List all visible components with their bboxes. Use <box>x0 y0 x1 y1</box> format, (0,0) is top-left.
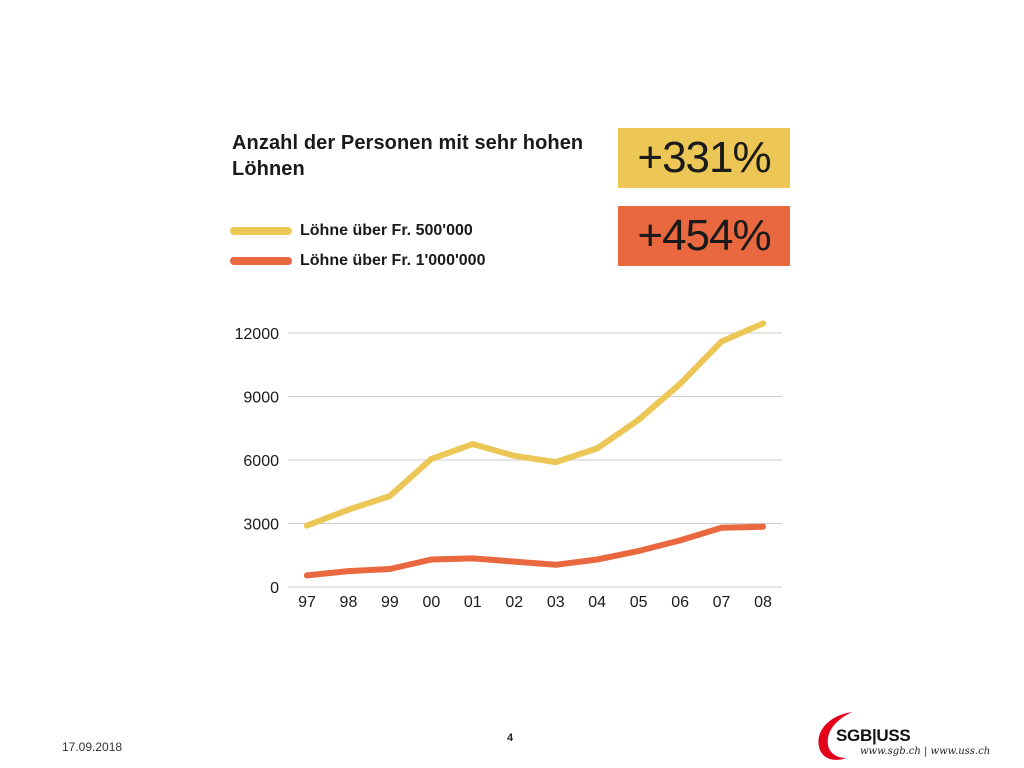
logo-url: www.sgb.ch | www.uss.ch <box>860 746 991 757</box>
legend-item-500k: Löhne über Fr. 500'000 <box>230 216 485 246</box>
y-tick-label: 12000 <box>235 326 280 343</box>
data-point <box>386 566 393 573</box>
data-point <box>594 445 601 452</box>
growth-badge-1m: +454% <box>618 206 790 266</box>
page-number: 4 <box>507 732 514 744</box>
data-point <box>511 452 518 459</box>
data-point <box>345 506 352 513</box>
x-tick-label: 01 <box>464 594 482 611</box>
x-tick-label: 07 <box>713 594 731 611</box>
data-point <box>304 572 310 579</box>
logo-swoosh-icon <box>818 712 852 760</box>
x-tick-label: 97 <box>298 594 316 611</box>
x-tick-label: 99 <box>381 594 399 611</box>
series-line-500k <box>304 320 766 529</box>
legend-item-1m: Löhne über Fr. 1'000'000 <box>230 246 485 276</box>
y-tick-label: 0 <box>270 580 279 597</box>
sgb-uss-logo: SGB|USS www.sgb.ch | www.uss.ch <box>812 706 990 764</box>
y-tick-label: 6000 <box>243 453 279 470</box>
data-point <box>718 524 725 531</box>
data-point <box>760 523 766 530</box>
data-point <box>677 537 684 544</box>
y-tick-label: 9000 <box>243 390 279 407</box>
data-point <box>428 556 435 563</box>
legend-label-1m: Löhne über Fr. 1'000'000 <box>300 252 486 269</box>
data-point <box>386 492 393 499</box>
growth-badge-500k: +331% <box>618 128 790 188</box>
legend-swatch-1m <box>230 257 292 265</box>
data-point <box>635 416 642 423</box>
data-point <box>594 556 601 563</box>
data-point <box>760 320 766 327</box>
x-tick-label: 04 <box>588 594 606 611</box>
legend-swatch-500k <box>230 227 292 235</box>
chart-legend: Löhne über Fr. 500'000 Löhne über Fr. 1'… <box>230 216 485 276</box>
y-tick-label: 3000 <box>243 517 279 534</box>
x-tick-label: 00 <box>422 594 440 611</box>
footer-date: 17.09.2018 <box>62 740 123 754</box>
x-tick-label: 98 <box>340 594 358 611</box>
data-point <box>469 555 476 562</box>
chart-title: Anzahl der Personen mit sehr hohen Löhne… <box>232 132 584 180</box>
data-point <box>511 558 518 565</box>
x-tick-label: 08 <box>754 594 772 611</box>
data-point <box>718 338 725 345</box>
legend-label-500k: Löhne über Fr. 500'000 <box>300 222 473 239</box>
x-tick-label: 02 <box>505 594 523 611</box>
series-line-1m <box>304 523 766 579</box>
logo-text: SGB|USS <box>836 726 911 745</box>
data-point <box>345 568 352 575</box>
data-point <box>469 441 476 448</box>
data-point <box>552 561 559 568</box>
x-tick-label: 06 <box>671 594 689 611</box>
data-point <box>635 548 642 555</box>
x-tick-label: 03 <box>547 594 565 611</box>
data-point <box>304 522 310 529</box>
data-point <box>677 380 684 387</box>
data-point <box>552 459 559 466</box>
x-tick-label: 05 <box>630 594 648 611</box>
data-point <box>428 455 435 462</box>
